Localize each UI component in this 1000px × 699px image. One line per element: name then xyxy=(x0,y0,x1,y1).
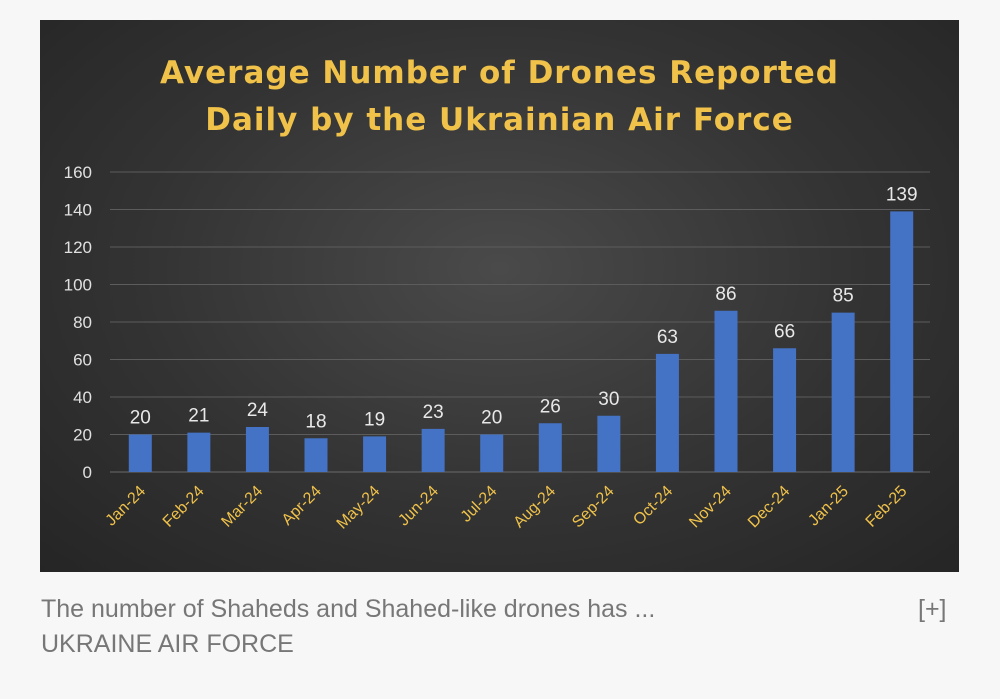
bar xyxy=(831,312,855,472)
expand-button[interactable]: [+] xyxy=(918,595,947,623)
data-label: 86 xyxy=(715,284,736,305)
y-tick-label: 140 xyxy=(64,201,92,220)
bar xyxy=(538,423,562,472)
bar xyxy=(714,310,738,472)
bar xyxy=(655,353,679,472)
data-label: 21 xyxy=(188,406,209,427)
x-tick-label: Nov-24 xyxy=(686,483,735,532)
x-tick-label: Feb-25 xyxy=(863,483,911,531)
bar xyxy=(128,434,152,472)
chart-title-line-1: Average Number of Drones Reported xyxy=(160,55,839,91)
x-tick-label: May-24 xyxy=(334,483,384,533)
x-tick-label: Sep-24 xyxy=(569,483,618,532)
x-tick-label: Jan-24 xyxy=(103,483,150,530)
chart-panel: Average Number of Drones Reported Daily … xyxy=(40,20,959,572)
data-label: 24 xyxy=(247,400,269,421)
y-tick-label: 40 xyxy=(73,388,92,407)
y-tick-label: 160 xyxy=(64,163,92,182)
x-tick-label: Jan-25 xyxy=(805,483,852,530)
data-label: 20 xyxy=(130,408,151,429)
data-label: 26 xyxy=(540,396,561,417)
y-tick-label: 0 xyxy=(83,463,92,482)
x-tick-label: Aug-24 xyxy=(511,483,560,532)
x-tick-label: Jul-24 xyxy=(458,483,501,526)
x-tick-label: Mar-24 xyxy=(218,483,266,531)
x-tick-label: Oct-24 xyxy=(630,483,676,529)
data-label: 23 xyxy=(423,402,444,423)
data-label: 18 xyxy=(305,411,326,432)
y-tick-label: 80 xyxy=(73,313,92,332)
bar xyxy=(597,415,621,472)
bar xyxy=(890,211,914,472)
x-tick-label: Feb-24 xyxy=(160,483,208,531)
y-tick-label: 20 xyxy=(73,426,92,445)
x-tick-label: Dec-24 xyxy=(745,483,794,532)
bar xyxy=(421,428,445,472)
bar xyxy=(773,348,797,472)
bar xyxy=(480,434,504,472)
y-tick-label: 120 xyxy=(64,238,92,257)
caption-text[interactable]: The number of Shaheds and Shahed-like dr… xyxy=(41,595,656,623)
data-label: 66 xyxy=(774,321,795,342)
bar xyxy=(245,427,269,472)
chart-title: Average Number of Drones Reported Daily … xyxy=(40,50,959,144)
bar xyxy=(363,436,387,472)
bar-chart: 0 20 40 60 80 100 120 140 160 20 Jan-24 21 Feb-24 24 M… xyxy=(64,163,930,533)
y-tick-label: 100 xyxy=(64,276,92,295)
bar xyxy=(187,432,211,472)
y-tick-label: 60 xyxy=(73,351,92,370)
data-label: 63 xyxy=(657,327,678,348)
data-label: 30 xyxy=(598,389,619,410)
data-label: 85 xyxy=(833,286,854,307)
data-label: 139 xyxy=(886,184,918,205)
caption-source: UKRAINE AIR FORCE xyxy=(41,630,294,658)
x-tick-label: Apr-24 xyxy=(279,483,325,529)
data-label: 20 xyxy=(481,408,502,429)
data-label: 19 xyxy=(364,409,385,430)
x-tick-label: Jun-24 xyxy=(395,483,442,530)
chart-title-line-2: Daily by the Ukrainian Air Force xyxy=(205,102,794,138)
bar xyxy=(304,438,328,472)
